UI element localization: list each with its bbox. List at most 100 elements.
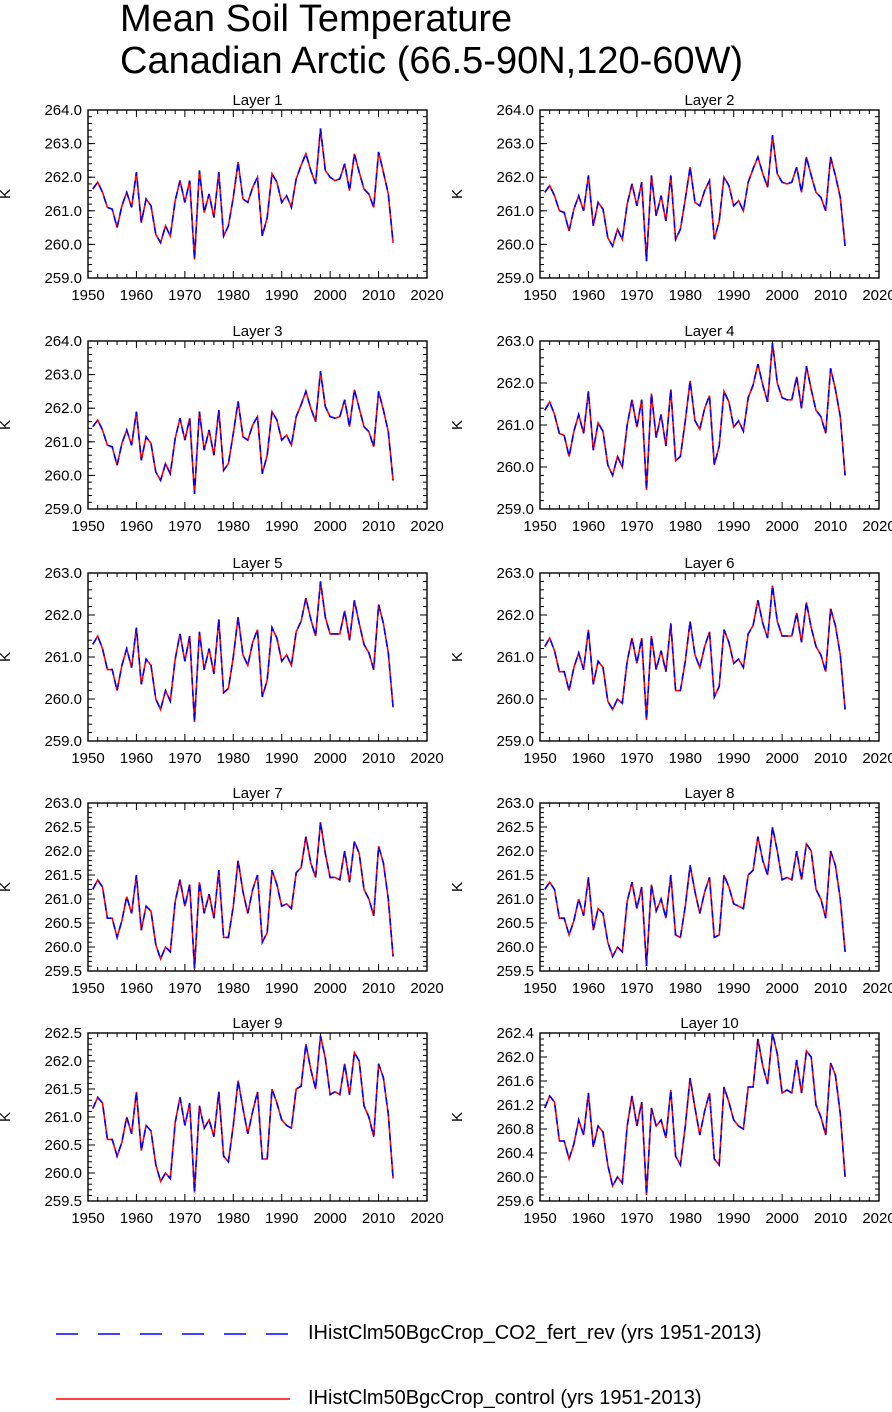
y-tick-label: 262.4 bbox=[496, 1025, 534, 1042]
y-tick-label: 260.4 bbox=[496, 1145, 534, 1162]
y-axis-label: K bbox=[0, 189, 14, 199]
x-tick-label: 2020 bbox=[862, 287, 892, 304]
x-tick-label: 1970 bbox=[168, 287, 201, 304]
x-tick-label: 2000 bbox=[313, 1210, 346, 1227]
x-tick-label: 1960 bbox=[120, 1210, 153, 1227]
y-tick-label: 261.5 bbox=[496, 867, 534, 884]
x-tick-label: 2020 bbox=[410, 1210, 443, 1227]
x-tick-label: 1960 bbox=[572, 980, 605, 997]
y-tick-label: 262.5 bbox=[44, 819, 82, 836]
legend-label-control: IHistClm50BgcCrop_control (yrs 1951-2013… bbox=[308, 1387, 702, 1409]
y-tick-label: 260.5 bbox=[44, 1137, 82, 1154]
y-tick-label: 262.0 bbox=[44, 169, 82, 186]
y-tick-label: 259.0 bbox=[44, 270, 82, 287]
series-line-co2-fert-rev bbox=[544, 585, 846, 721]
plot-frame bbox=[87, 802, 428, 972]
x-tick-label: 2000 bbox=[313, 750, 346, 767]
x-tick-label: 2000 bbox=[765, 750, 798, 767]
x-tick-label: 2020 bbox=[410, 518, 443, 535]
x-tick-label: 1950 bbox=[523, 287, 556, 304]
series-line-control bbox=[92, 1035, 394, 1193]
panel-4: Layer 4 1950 1960 1970 1980 1990 2000 2010 2020 2… bbox=[449, 323, 892, 535]
y-tick-label: 261.2 bbox=[496, 1097, 534, 1114]
x-tick-label: 1980 bbox=[217, 980, 250, 997]
y-axis-label: K bbox=[0, 652, 14, 662]
y-tick-label: 261.0 bbox=[44, 203, 82, 220]
y-tick-label: 262.0 bbox=[496, 607, 534, 624]
x-tick-label: 1950 bbox=[71, 750, 104, 767]
x-tick-label: 1980 bbox=[669, 518, 702, 535]
series-line-co2-fert-rev bbox=[92, 1035, 394, 1193]
panel-title: Layer 7 bbox=[232, 785, 282, 802]
y-tick-label: 262.0 bbox=[44, 400, 82, 417]
y-tick-label: 262.0 bbox=[44, 1053, 82, 1070]
x-tick-label: 2010 bbox=[814, 1210, 847, 1227]
y-tick-label: 259.6 bbox=[496, 1193, 534, 1210]
panel-5: Layer 5 1950 1960 1970 1980 1990 2000 2010 2020 2… bbox=[0, 555, 444, 767]
series-line-control bbox=[544, 343, 846, 491]
x-tick-label: 1960 bbox=[120, 750, 153, 767]
series-line-co2-fert-rev bbox=[92, 128, 394, 260]
x-tick-label: 2010 bbox=[814, 750, 847, 767]
y-tick-label: 262.0 bbox=[496, 843, 534, 860]
y-tick-label: 259.5 bbox=[496, 963, 534, 980]
x-tick-label: 1980 bbox=[217, 518, 250, 535]
y-tick-label: 262.5 bbox=[496, 819, 534, 836]
y-tick-label: 260.5 bbox=[44, 915, 82, 932]
y-tick-label: 260.0 bbox=[44, 1165, 82, 1182]
x-tick-label: 2010 bbox=[814, 980, 847, 997]
y-tick-label: 259.5 bbox=[44, 963, 82, 980]
x-tick-label: 2000 bbox=[765, 518, 798, 535]
x-tick-label: 1970 bbox=[168, 980, 201, 997]
plot-frame bbox=[539, 109, 880, 279]
y-tick-label: 261.0 bbox=[44, 891, 82, 908]
y-tick-label: 262.0 bbox=[44, 607, 82, 624]
y-tick-label: 261.0 bbox=[496, 417, 534, 434]
x-tick-label: 1980 bbox=[669, 1210, 702, 1227]
panel-title: Layer 9 bbox=[232, 1015, 282, 1032]
panel-1: Layer 1 1950 1960 1970 1980 1990 2000 2010 2020 2… bbox=[0, 92, 444, 304]
x-tick-label: 2000 bbox=[313, 518, 346, 535]
y-tick-label: 261.0 bbox=[496, 649, 534, 666]
x-tick-label: 1970 bbox=[620, 980, 653, 997]
y-tick-label: 263.0 bbox=[44, 367, 82, 384]
x-tick-label: 1950 bbox=[523, 980, 556, 997]
x-tick-label: 2000 bbox=[765, 980, 798, 997]
series-line-co2-fert-rev bbox=[544, 826, 846, 967]
plot-frame bbox=[87, 109, 428, 279]
y-tick-label: 261.6 bbox=[496, 1073, 534, 1090]
x-tick-label: 2020 bbox=[410, 287, 443, 304]
x-tick-label: 1960 bbox=[572, 518, 605, 535]
x-tick-label: 1960 bbox=[572, 1210, 605, 1227]
panel-10: Layer 10 1950 1960 1970 1980 1990 2000 2010 2020… bbox=[449, 1015, 892, 1227]
y-tick-label: 263.0 bbox=[496, 795, 534, 812]
y-tick-label: 261.5 bbox=[44, 867, 82, 884]
chart-title-line-2: Canadian Arctic (66.5-90N,120-60W) bbox=[120, 40, 744, 82]
x-tick-label: 2000 bbox=[313, 980, 346, 997]
x-tick-label: 2000 bbox=[765, 287, 798, 304]
series-line-co2-fert-rev bbox=[544, 343, 846, 491]
y-tick-label: 262.0 bbox=[496, 375, 534, 392]
y-tick-label: 261.0 bbox=[44, 1109, 82, 1126]
x-tick-label: 1970 bbox=[620, 287, 653, 304]
x-tick-label: 1990 bbox=[717, 518, 750, 535]
x-tick-label: 1960 bbox=[120, 518, 153, 535]
panel-title: Layer 3 bbox=[232, 323, 282, 340]
x-tick-label: 1950 bbox=[523, 750, 556, 767]
y-tick-label: 264.0 bbox=[44, 102, 82, 119]
y-tick-label: 263.0 bbox=[44, 565, 82, 582]
x-tick-label: 1980 bbox=[669, 287, 702, 304]
x-tick-label: 2010 bbox=[362, 287, 395, 304]
x-tick-label: 2020 bbox=[410, 980, 443, 997]
x-tick-label: 1970 bbox=[620, 750, 653, 767]
x-tick-label: 2000 bbox=[765, 1210, 798, 1227]
x-tick-label: 1990 bbox=[265, 980, 298, 997]
y-tick-label: 261.0 bbox=[496, 891, 534, 908]
y-tick-label: 262.0 bbox=[496, 1049, 534, 1066]
x-tick-label: 2010 bbox=[362, 980, 395, 997]
y-tick-label: 262.0 bbox=[44, 843, 82, 860]
series-line-co2-fert-rev bbox=[544, 135, 846, 262]
y-tick-label: 260.0 bbox=[496, 1169, 534, 1186]
x-tick-label: 1970 bbox=[620, 518, 653, 535]
y-axis-label: K bbox=[0, 420, 14, 430]
